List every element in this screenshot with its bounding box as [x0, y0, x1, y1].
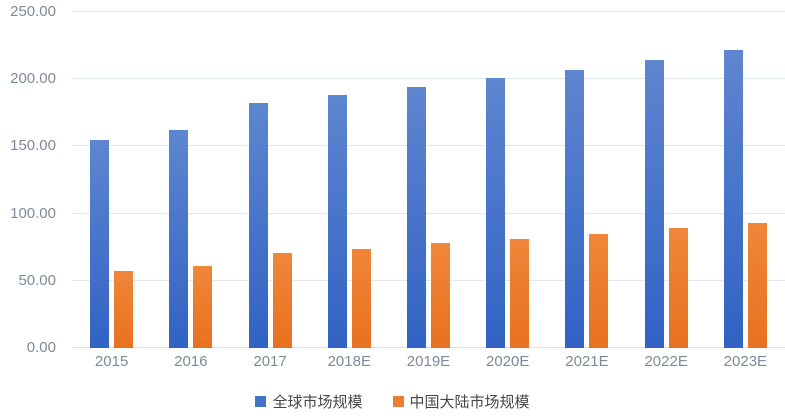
y-tick-label: 200.00 — [10, 70, 56, 88]
legend-marker-icon — [392, 396, 404, 407]
gridline — [72, 11, 785, 12]
plot-area — [72, 11, 785, 348]
y-tick-label: 100.00 — [10, 204, 56, 222]
x-tick-label: 2020E — [486, 353, 530, 370]
bar-global — [486, 77, 506, 348]
gridline — [72, 212, 785, 214]
bar-group — [72, 12, 151, 348]
bar-global — [327, 95, 347, 348]
bar-china — [668, 228, 688, 348]
bars-layer — [72, 12, 785, 348]
gridline — [72, 347, 785, 348]
bar-group — [310, 12, 389, 348]
x-axis: 2015 2016 2017 2018E 2019E 2020E 2021E 2022E 202… — [72, 353, 785, 370]
bar-china — [747, 223, 767, 348]
bar-global — [406, 87, 426, 348]
y-tick-label: 150.00 — [10, 137, 56, 155]
bar-global — [169, 130, 189, 348]
bar-china — [430, 243, 450, 348]
y-tick-label: 0.00 — [26, 339, 56, 356]
bar-global — [90, 139, 110, 348]
bar-group — [389, 12, 468, 348]
gridline — [72, 145, 785, 147]
legend-marker-icon — [255, 396, 267, 407]
y-tick-label: 250.00 — [10, 3, 56, 20]
bar-global — [565, 69, 585, 348]
legend-label: 全球市场规模 — [272, 394, 363, 411]
bar-global — [723, 49, 743, 348]
x-tick-label: 2021E — [565, 353, 609, 370]
x-tick-label: 2018E — [327, 353, 371, 370]
legend: 全球市场规模 中国大陆市场规模 — [0, 391, 785, 412]
bar-china — [589, 233, 609, 348]
bar-group — [468, 12, 547, 348]
gridline — [72, 78, 785, 80]
bar-global — [248, 103, 268, 348]
legend-item: 中国大陆市场规模 — [392, 391, 530, 412]
x-tick-label: 2023E — [723, 353, 768, 370]
legend-label: 中国大陆市场规模 — [409, 394, 530, 411]
gridline — [72, 279, 785, 281]
x-tick-label: 2015 — [94, 353, 129, 370]
bar-group — [151, 12, 230, 348]
bar-china — [193, 266, 213, 348]
legend-item: 全球市场规模 — [255, 391, 363, 412]
bar-china — [510, 239, 530, 348]
bar-global — [644, 60, 664, 348]
bar-group — [706, 12, 785, 348]
x-tick-label: 2019E — [406, 353, 451, 370]
x-tick-label: 2016 — [174, 353, 208, 370]
bar-china — [114, 271, 134, 348]
x-tick-label: 2017 — [253, 353, 287, 370]
y-axis: 0.00 50.00 100.00 150.00 200.00 250.00 — [0, 0, 56, 419]
bar-china — [351, 248, 371, 348]
bar-china — [272, 252, 292, 348]
bar-group — [230, 12, 309, 348]
x-tick-label: 2022E — [644, 353, 688, 370]
bar-group — [547, 12, 626, 348]
y-tick-label: 50.00 — [18, 271, 56, 289]
gridlines — [72, 11, 785, 348]
bar-group — [627, 12, 706, 348]
